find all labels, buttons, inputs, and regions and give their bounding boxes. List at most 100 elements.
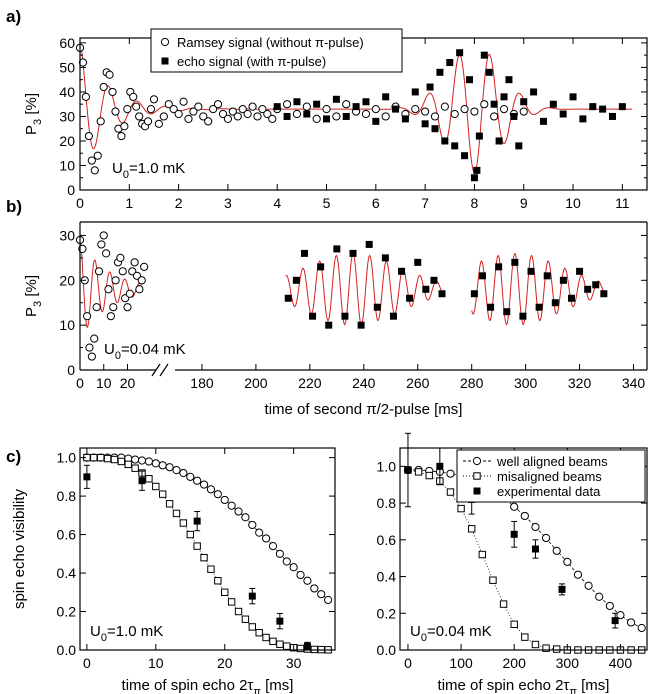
x-axis-label-unit: [ms] xyxy=(577,677,610,694)
point-echo xyxy=(543,272,551,280)
u0-annotation-b-sub: 0 xyxy=(115,350,121,362)
u0-annotation-c3-rest: =0.04 mK xyxy=(427,623,492,640)
point-ramsey xyxy=(282,100,292,109)
point-echo xyxy=(500,93,508,101)
panel-label-b: b) xyxy=(6,197,22,216)
point-echo xyxy=(303,110,311,118)
point-echo xyxy=(600,290,608,298)
y-tick-label: 0.0 xyxy=(57,642,77,658)
point-ramsey xyxy=(238,104,247,114)
point-experimental xyxy=(193,517,201,525)
point-ramsey xyxy=(120,122,129,131)
point-ramsey xyxy=(123,303,132,312)
legend-a: Ramsey signal (without π-pulse) echo sign… xyxy=(150,28,403,73)
point-echo xyxy=(365,240,373,248)
point-ramsey xyxy=(499,104,509,114)
point-ramsey xyxy=(99,231,108,240)
point-ramsey xyxy=(248,102,257,111)
point-misaligned xyxy=(262,633,270,642)
point-ramsey xyxy=(164,100,173,109)
point-echo xyxy=(333,245,341,253)
y-axis-label-main: P xyxy=(23,125,40,135)
x-tick-label: 300 xyxy=(514,375,538,391)
u0-annotation-b: U0=0.04 mK xyxy=(104,341,186,362)
u0-annotation-b-main: U xyxy=(104,341,115,358)
point-ramsey xyxy=(179,97,188,106)
point-ramsey xyxy=(154,119,163,128)
point-well-aligned xyxy=(296,570,305,580)
point-echo xyxy=(559,276,567,284)
point-echo xyxy=(530,88,538,96)
y-tick-label: 30 xyxy=(59,108,75,124)
x-tick-label: 9 xyxy=(520,195,528,211)
point-well-aligned xyxy=(151,459,160,468)
point-misaligned xyxy=(283,642,291,650)
point-ramsey xyxy=(90,334,99,343)
point-echo xyxy=(470,290,478,298)
point-ramsey xyxy=(135,285,144,294)
x-tick-label: 20 xyxy=(120,375,136,391)
point-misaligned xyxy=(159,490,167,498)
u0-annotation-b-rest: =0.04 mK xyxy=(121,341,186,358)
point-misaligned xyxy=(110,455,119,464)
point-ramsey xyxy=(440,102,449,111)
point-ramsey xyxy=(117,131,126,141)
point-ramsey xyxy=(111,276,120,285)
point-well-aligned xyxy=(193,476,202,485)
point-well-aligned xyxy=(234,507,243,516)
point-ramsey xyxy=(84,131,93,141)
point-echo xyxy=(576,267,584,275)
point-echo xyxy=(352,103,360,111)
y-tick-label: 0.8 xyxy=(57,488,77,504)
panel-label-a: a) xyxy=(6,7,21,26)
point-misaligned xyxy=(186,530,194,539)
point-well-aligned xyxy=(268,542,278,551)
x-tick-label: 220 xyxy=(298,375,322,391)
point-ramsey xyxy=(99,82,108,92)
point-ramsey xyxy=(109,303,118,312)
point-ramsey xyxy=(480,100,489,109)
plot-frame xyxy=(79,447,336,651)
point-misaligned xyxy=(103,454,112,463)
point-well-aligned xyxy=(605,601,614,611)
point-echo xyxy=(470,174,478,182)
x-tick-label: 300 xyxy=(556,655,580,671)
legend-label-echo: echo signal (with π-pulse) xyxy=(177,54,326,69)
point-ramsey xyxy=(132,102,141,111)
point-ramsey xyxy=(184,114,193,124)
point-ramsey xyxy=(174,109,183,119)
point-well-aligned xyxy=(563,557,572,566)
point-experimental xyxy=(558,585,566,593)
point-echo xyxy=(461,152,469,160)
point-echo xyxy=(313,100,321,108)
point-misaligned xyxy=(255,628,263,637)
point-well-aligned xyxy=(616,611,625,620)
point-ramsey xyxy=(209,104,218,114)
point-ramsey xyxy=(97,240,106,249)
point-echo xyxy=(362,98,370,106)
point-ramsey xyxy=(87,156,96,165)
y-tick-label: 20 xyxy=(59,272,75,288)
point-echo xyxy=(300,249,308,257)
point-ramsey xyxy=(430,112,440,121)
point-misaligned xyxy=(552,645,561,653)
axis-break-mark xyxy=(159,363,169,377)
point-well-aligned xyxy=(520,511,529,521)
point-misaligned xyxy=(145,475,153,483)
legend-marker-experimental xyxy=(473,487,481,495)
point-experimental xyxy=(276,617,284,625)
point-ramsey xyxy=(218,109,228,119)
point-ramsey xyxy=(361,109,371,119)
point-well-aligned xyxy=(595,592,604,601)
point-experimental xyxy=(303,642,311,650)
point-well-aligned xyxy=(324,595,333,605)
x-tick-label: 340 xyxy=(622,375,646,391)
point-experimental xyxy=(531,545,539,553)
point-ramsey xyxy=(92,303,101,312)
point-echo xyxy=(341,312,349,320)
legend-label-ramsey: Ramsey signal (without π-pulse) xyxy=(177,35,364,50)
point-well-aligned xyxy=(255,528,264,537)
point-echo xyxy=(618,103,626,111)
point-ramsey xyxy=(159,112,168,121)
